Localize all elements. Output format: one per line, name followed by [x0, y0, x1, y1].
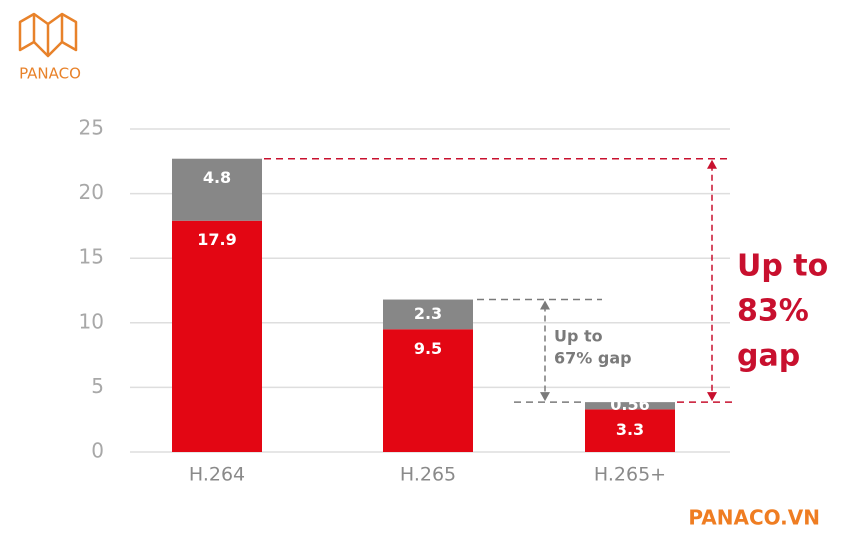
- logo-icon: [18, 12, 78, 58]
- data-label: 2.3: [414, 304, 442, 323]
- bar-segment: [383, 299, 473, 330]
- arrow-head: [707, 392, 717, 402]
- bar-segment: [172, 220, 262, 452]
- arrow-head: [540, 392, 550, 402]
- bar-segment: [172, 158, 262, 221]
- y-tick-label: 25: [79, 116, 104, 140]
- annotation: 83%: [737, 294, 809, 329]
- arrow-head: [540, 300, 550, 310]
- x-tick-label: H.264: [189, 464, 245, 486]
- data-label: 4.8: [203, 168, 231, 187]
- data-label: 0.56: [610, 395, 649, 414]
- x-tick-label: H.265: [400, 464, 456, 486]
- x-tick-label: H.265+: [594, 464, 666, 486]
- annotation: 67% gap: [554, 349, 632, 368]
- annotation: gap: [737, 339, 800, 374]
- annotation: Up to: [554, 327, 603, 346]
- data-label: 3.3: [616, 420, 644, 439]
- bar-segment: [585, 409, 675, 452]
- y-tick-label: 20: [79, 180, 104, 204]
- footer-text: PANACO.VN: [688, 506, 820, 530]
- data-label: 17.9: [197, 230, 236, 249]
- y-tick-label: 10: [79, 309, 104, 333]
- logo-text: PANACO: [19, 65, 81, 83]
- y-tick-label: 15: [79, 245, 104, 269]
- arrow-head: [707, 159, 717, 169]
- annotation: Up to: [737, 249, 828, 284]
- bar-segment: [383, 329, 473, 452]
- y-tick-label: 5: [91, 374, 104, 398]
- data-label: 9.5: [414, 339, 442, 358]
- y-tick-label: 0: [91, 439, 104, 463]
- bar-segment: [585, 402, 675, 410]
